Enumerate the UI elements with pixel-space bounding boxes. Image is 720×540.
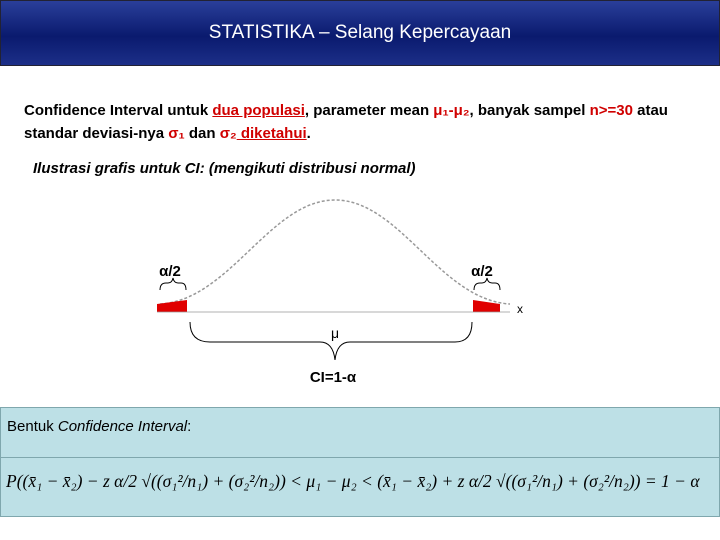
intro-text: , banyak sampel xyxy=(469,102,590,119)
right-tail xyxy=(473,300,500,312)
intro-text: μ₁-μ₂ xyxy=(433,102,470,119)
intro-text: diketahui xyxy=(236,125,307,142)
label-plain: Bentuk xyxy=(7,418,58,435)
label-end: : xyxy=(187,418,192,435)
illustration-heading: Ilustrasi grafis untuk CI: (mengikuti di… xyxy=(33,160,416,177)
intro-text: , parameter mean xyxy=(304,102,434,119)
normal-curve xyxy=(159,199,511,305)
label-italic: Confidence Interval xyxy=(57,418,188,435)
left-tail-label: α/2 xyxy=(159,263,181,280)
intro-text: . xyxy=(306,125,311,142)
title-bar: STATISTIKA – Selang Kepercayaan xyxy=(0,0,720,66)
intro-text: atau standar deviasi-nya xyxy=(24,102,668,142)
right-brace xyxy=(473,277,501,291)
intro-paragraph: Confidence Interval untuk dua populasi, … xyxy=(24,99,704,145)
interval-label: CI=1-α xyxy=(310,369,357,386)
ci-brace xyxy=(189,321,473,361)
center-label: μ xyxy=(331,325,339,341)
intro-text: Confidence Interval untuk xyxy=(24,102,213,119)
left-tail xyxy=(157,300,187,312)
normal-diagram: α/2 α/2 x μ CI=1-α xyxy=(157,199,523,386)
left-brace xyxy=(159,277,187,291)
intro-text: dua populasi xyxy=(212,102,305,119)
box-label: Bentuk Confidence Interval: xyxy=(7,418,191,435)
intro-text: dan xyxy=(184,125,220,142)
intro-text: σ₁ xyxy=(168,125,185,142)
intro-text: σ₂ xyxy=(219,125,237,142)
right-tail-label: α/2 xyxy=(471,263,493,280)
intro-text: n>=30 xyxy=(589,102,633,119)
divider xyxy=(0,457,720,458)
axis-label: x xyxy=(517,302,523,316)
formula: P((x̄₁ − x̄₂) − z α/2 √((σ₁²/n₁) + (σ₂²/… xyxy=(6,471,700,491)
title: STATISTIKA – Selang Kepercayaan xyxy=(208,22,512,43)
